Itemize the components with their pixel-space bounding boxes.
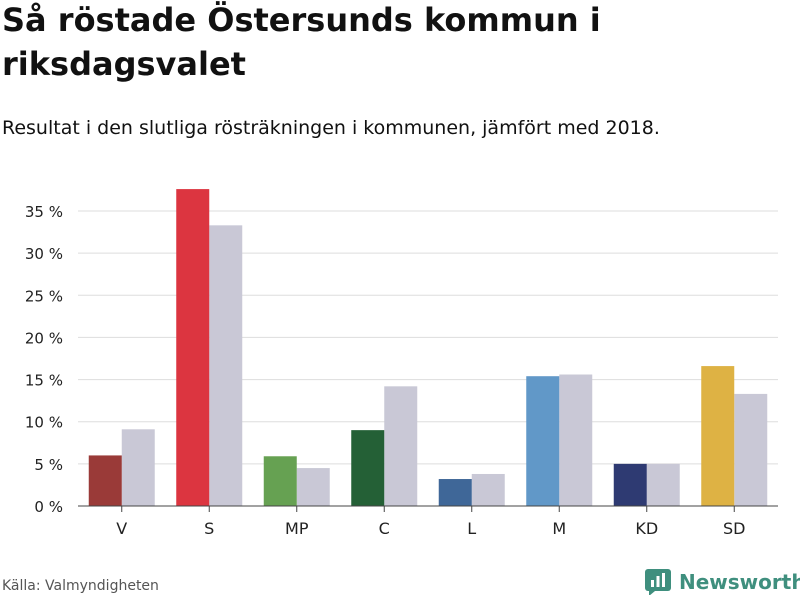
brand-logo: Newsworthy xyxy=(645,569,800,595)
source-note: Källa: Valmyndigheten xyxy=(2,578,159,594)
bar-chart-logo-icon xyxy=(645,569,671,595)
bar-2018-m xyxy=(559,374,593,506)
bar-2022-s xyxy=(176,189,210,507)
y-tick-label: 30 % xyxy=(25,245,63,263)
bar-2018-v xyxy=(121,429,155,506)
chart-subtitle: Resultat i den slutliga rösträkningen i … xyxy=(2,117,660,139)
x-tick-label: C xyxy=(379,519,390,538)
y-tick-label: 15 % xyxy=(25,372,63,390)
bar-2022-m xyxy=(526,376,560,506)
bar-2022-mp xyxy=(263,456,297,506)
bar-2022-sd xyxy=(701,366,735,506)
x-tick-label: SD xyxy=(723,519,745,538)
y-tick-label: 10 % xyxy=(25,414,63,432)
chart-title: Så röstade Östersunds kommun i riksdagsv… xyxy=(2,1,601,83)
bar-2018-kd xyxy=(646,463,680,506)
x-tick-label: V xyxy=(116,519,127,538)
bar-2018-l xyxy=(471,473,505,506)
brand-name: Newsworthy xyxy=(679,570,800,594)
y-tick-label: 25 % xyxy=(25,287,63,305)
bar-2022-v xyxy=(88,455,122,506)
bar-2018-s xyxy=(209,225,243,507)
y-tick-label: 35 % xyxy=(25,203,63,221)
bar-2022-l xyxy=(438,479,472,506)
x-tick-label: L xyxy=(467,519,476,538)
bar-2018-mp xyxy=(296,468,330,506)
bar-2022-c xyxy=(351,430,385,506)
y-tick-label: 0 % xyxy=(34,498,63,516)
bar-2018-c xyxy=(384,386,418,506)
x-tick-label: M xyxy=(552,519,566,538)
bar-chart: 0 % 5 % 10 % 15 % 20 % 25 % 30 % 35 % V S MP C L M KD S… xyxy=(25,189,778,538)
bar-2022-kd xyxy=(613,463,647,506)
x-tick-label: KD xyxy=(635,519,658,538)
y-tick-label: 5 % xyxy=(34,456,63,474)
y-tick-label: 20 % xyxy=(25,329,63,347)
x-tick-label: S xyxy=(204,519,214,538)
x-tick-label: MP xyxy=(285,519,309,538)
bar-2018-sd xyxy=(734,393,768,506)
